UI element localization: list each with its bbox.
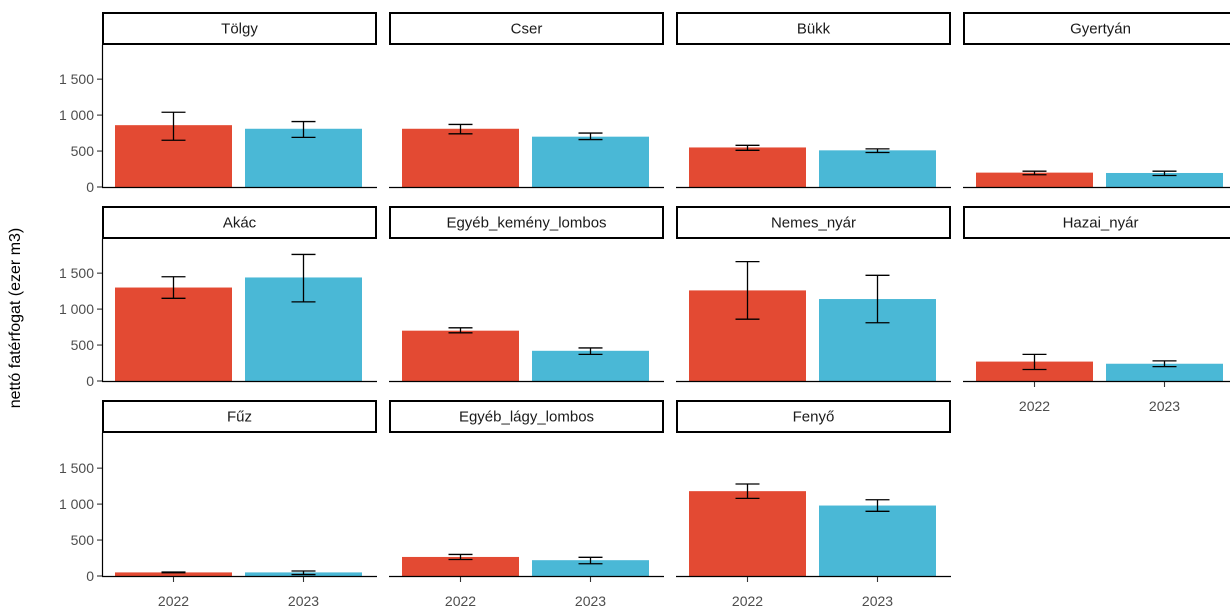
- facet-panel-11: Fenyő 2022 2023: [676, 400, 951, 609]
- bar-2022: [402, 330, 519, 381]
- x-tick-label: 2022: [732, 593, 763, 609]
- x-tick-label: 2022: [445, 593, 476, 609]
- facet-strip: [102, 206, 377, 239]
- facet-strip-label: Hazai_nyár: [1063, 215, 1139, 232]
- y-tick-label: 0: [86, 179, 94, 195]
- bar-2022: [402, 128, 519, 187]
- bar-2023: [245, 128, 362, 187]
- facet-strip-label: Fűz: [227, 409, 252, 426]
- bar-2022: [689, 147, 806, 187]
- bar-2023: [532, 136, 649, 187]
- facet-panel-8: Hazai_nyár 2022 2023: [963, 206, 1230, 414]
- x-tick-label: 2023: [1149, 398, 1180, 414]
- facet-strip-label: Egyéb_kemény_lombos: [446, 215, 606, 232]
- facet-panel-1: Tölgy 0 500 1 000 1 500: [59, 12, 377, 195]
- y-tick-label: 1 000: [59, 496, 94, 512]
- facet-strip: [102, 12, 377, 45]
- facet-strip: [389, 400, 664, 433]
- facet-panel-10: Egyéb_lágy_lombos 2022 2023: [389, 400, 664, 609]
- bar-2022: [115, 572, 232, 576]
- y-tick-label: 1 000: [59, 301, 94, 317]
- bar-2022: [689, 491, 806, 576]
- bar-2023: [819, 505, 936, 576]
- facet-panel-4: Gyertyán: [963, 12, 1230, 189]
- bar-2023: [532, 350, 649, 381]
- y-axis-title: nettó fatérfogat (ezer m3): [7, 228, 24, 409]
- x-tick-label: 2023: [575, 593, 606, 609]
- bar-2022: [402, 556, 519, 576]
- facet-strip-label: Cser: [511, 21, 543, 38]
- y-tick-label: 0: [86, 568, 94, 584]
- facet-panel-9: Fűz 2022 2023 0 500 1 000 1 500: [59, 400, 377, 609]
- y-tick-label: 1 500: [59, 71, 94, 87]
- facet-strip: [963, 206, 1230, 239]
- facet-strip: [676, 206, 951, 239]
- bar-2023: [532, 560, 649, 576]
- y-tick-label: 1 000: [59, 107, 94, 123]
- facet-strip-label: Fenyő: [793, 409, 835, 426]
- bar-2022: [976, 361, 1093, 381]
- facet-panels: Tölgy 0 500 1 000 1 500 Cser Bükk Gyertyán Akác 0…: [59, 12, 1230, 609]
- bar-2023: [1106, 172, 1223, 187]
- facet-panel-3: Bükk: [676, 12, 951, 189]
- x-tick-label: 2023: [288, 593, 319, 609]
- facet-panel-2: Cser: [389, 12, 664, 189]
- y-tick-label: 500: [71, 143, 95, 159]
- y-tick-label: 1 500: [59, 460, 94, 476]
- facet-panel-7: Nemes_nyár: [676, 206, 951, 383]
- facet-strip: [389, 12, 664, 45]
- bar-2023: [1106, 363, 1223, 381]
- bar-2022: [976, 172, 1093, 187]
- x-tick-label: 2022: [158, 593, 189, 609]
- x-tick-label: 2023: [862, 593, 893, 609]
- y-tick-label: 500: [71, 337, 95, 353]
- facet-strip: [676, 400, 951, 433]
- y-tick-label: 1 500: [59, 265, 94, 281]
- facet-strip-label: Bükk: [797, 21, 831, 38]
- facet-strip-label: Egyéb_lágy_lombos: [459, 409, 594, 426]
- facet-strip-label: Nemes_nyár: [771, 215, 856, 232]
- facet-strip-label: Akác: [223, 215, 257, 232]
- facet-strip: [676, 12, 951, 45]
- x-tick-label: 2022: [1019, 398, 1050, 414]
- facet-panel-6: Egyéb_kemény_lombos: [389, 206, 664, 383]
- y-tick-label: 500: [71, 532, 95, 548]
- bar-2022: [115, 287, 232, 381]
- bar-2023: [819, 150, 936, 187]
- facet-strip-label: Tölgy: [221, 21, 258, 38]
- facet-strip: [102, 400, 377, 433]
- facet-strip-label: Gyertyán: [1070, 21, 1131, 38]
- facet-strip: [389, 206, 664, 239]
- y-tick-label: 0: [86, 373, 94, 389]
- facet-strip: [963, 12, 1230, 45]
- facet-panel-5: Akác 0 500 1 000 1 500: [59, 206, 377, 389]
